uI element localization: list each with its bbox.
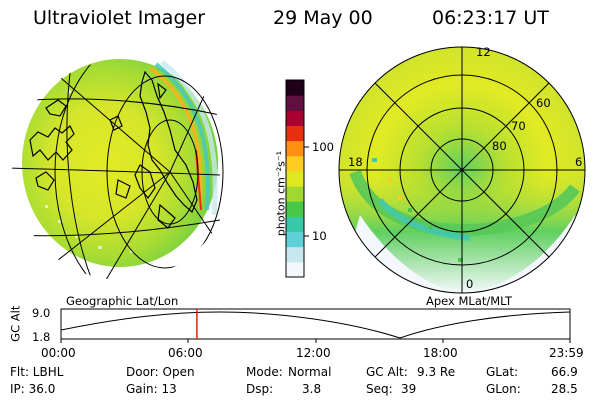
- colorbar-swatch: [286, 186, 304, 202]
- colorbar-unit-label: photon cm⁻²s⁻¹: [274, 150, 288, 237]
- colorbar-swatch: [286, 246, 304, 263]
- colorbar-swatch: [286, 216, 304, 233]
- colorbar-swatch: [286, 155, 304, 172]
- glon-value: 28.5: [551, 382, 578, 396]
- timeline-xtick-1200: 12:00: [296, 346, 331, 360]
- seq-value: 39: [401, 382, 417, 396]
- colorbar-tick-10: 10: [312, 229, 327, 243]
- color-bar: [285, 79, 305, 278]
- lat-label-80: 80: [492, 139, 507, 153]
- lat-label-70: 70: [511, 119, 526, 133]
- mlt-label-18: 18: [348, 155, 363, 169]
- orbit-altitude-curve: [60, 311, 571, 339]
- mode-label: Mode:: [246, 365, 283, 379]
- colorbar-swatch: [286, 95, 304, 111]
- date-label: 29 May 00: [273, 7, 373, 29]
- timeline-xtick-2359: 23:59: [549, 346, 584, 360]
- colorbar-swatch: [286, 231, 304, 248]
- timeline-panel: [60, 308, 571, 343]
- time-label: 06:23:17 UT: [432, 7, 549, 29]
- gcalt-label: GC Alt:: [366, 365, 408, 379]
- lat-label-60: 60: [536, 96, 551, 110]
- dsp-label: Dsp:: [246, 382, 274, 396]
- colorbar-frame: [285, 79, 305, 278]
- gcalt-value: 9.3 Re: [417, 365, 456, 379]
- timeline-xtick-0600: 06:00: [168, 346, 203, 360]
- colorbar-tick-100: 100: [312, 140, 334, 154]
- earth-image-left: [22, 59, 218, 267]
- mode-value: Normal: [288, 365, 332, 379]
- timeline-axis-title: GC Alt: [8, 305, 23, 342]
- timeline-ytick-9: 9.0: [32, 306, 51, 320]
- glon-label: GLon:: [486, 382, 521, 396]
- glat-value: 66.9: [551, 365, 578, 379]
- colorbar-swatch: [286, 170, 304, 187]
- gain-info: Gain: 13: [126, 382, 177, 396]
- colorbar-swatch: [286, 110, 304, 126]
- mlt-label-0: 0: [466, 277, 474, 291]
- filter-info: Flt: LBHL: [10, 365, 64, 379]
- seq-label: Seq:: [366, 382, 393, 396]
- timeline-xtick-0000: 00:00: [41, 346, 76, 360]
- colorbar-swatch: [286, 125, 304, 142]
- instrument-title: Ultraviolet Imager: [33, 7, 206, 29]
- apex-label: Apex MLat/MLT: [426, 294, 513, 308]
- colorbar-swatch: [286, 261, 304, 278]
- ip-info: IP: 36.0: [10, 382, 56, 396]
- mlt-label-12: 12: [476, 45, 491, 59]
- dsp-value: 3.8: [302, 382, 322, 396]
- colorbar-swatch: [286, 201, 304, 217]
- mlt-label-6: 6: [575, 155, 583, 169]
- colorbar-swatch: [286, 80, 304, 96]
- glat-label: GLat:: [486, 365, 519, 379]
- timeline-ytick-1_8: 1.8: [32, 330, 51, 344]
- polar-grid: [338, 46, 586, 294]
- colorbar-swatch: [286, 140, 304, 157]
- door-info: Door: Open: [126, 365, 195, 379]
- timeline-xtick-1800: 18:00: [423, 346, 458, 360]
- geographic-label: Geographic Lat/Lon: [66, 294, 179, 308]
